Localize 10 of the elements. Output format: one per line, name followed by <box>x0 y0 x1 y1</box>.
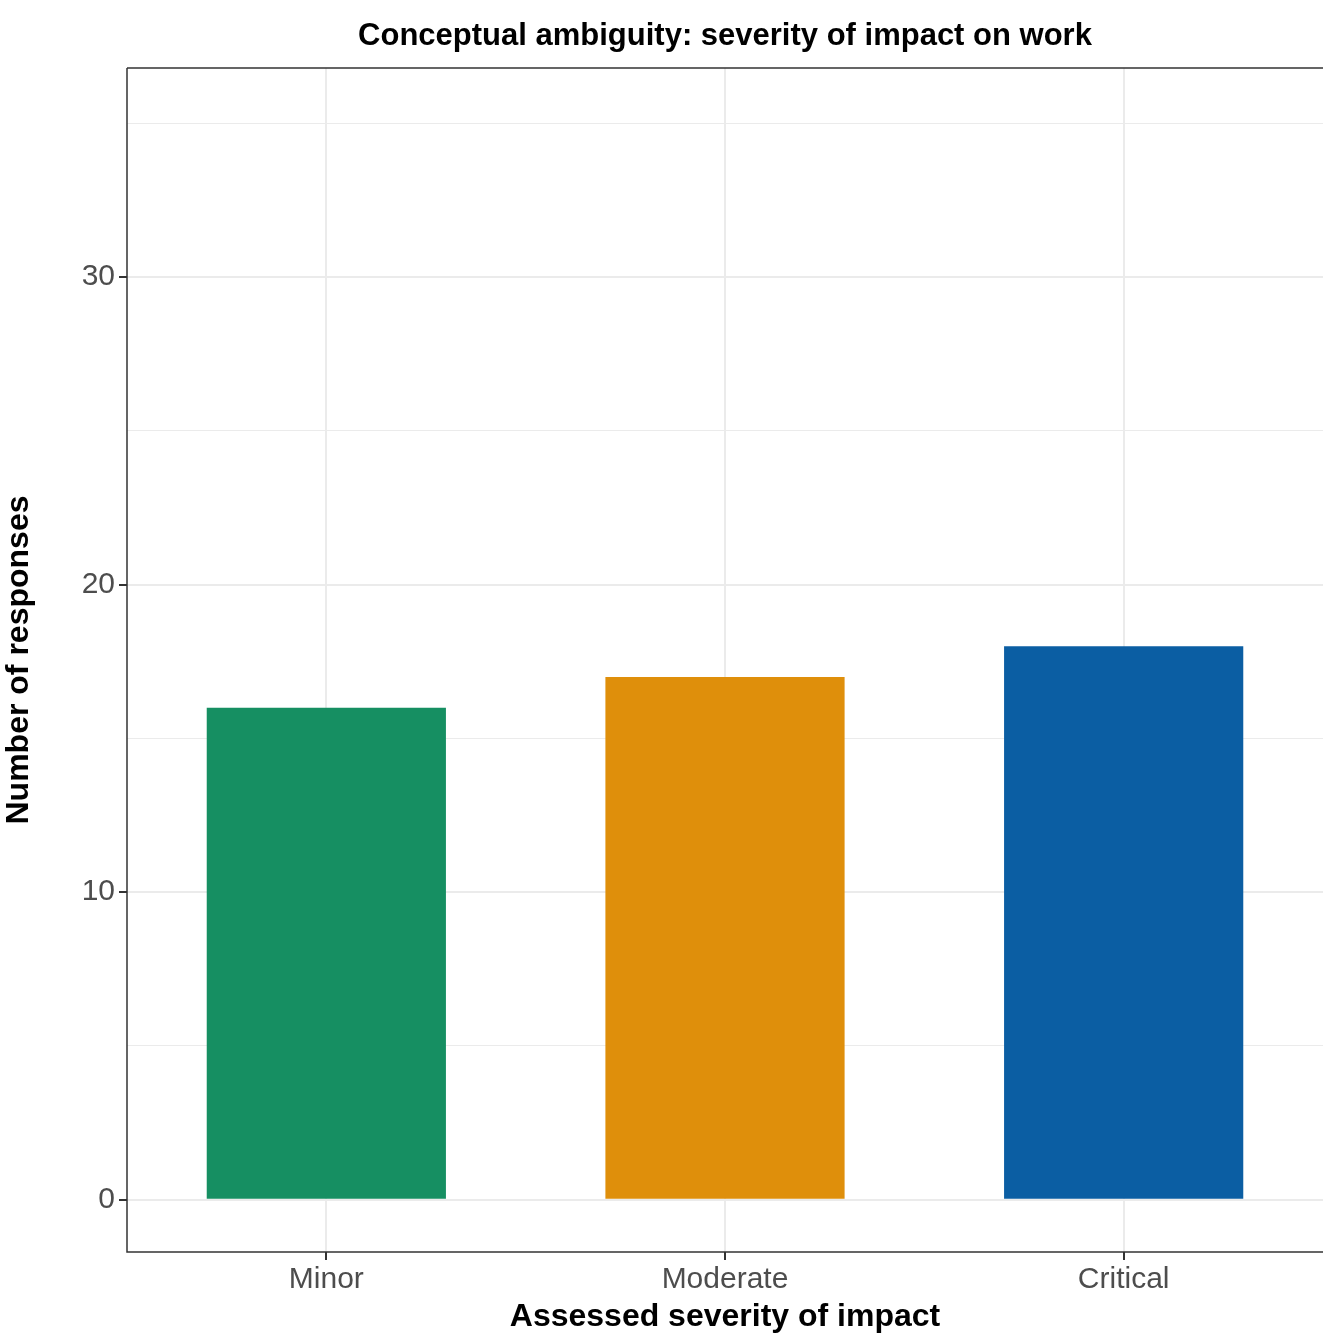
x-tick-label: Minor <box>288 1261 364 1295</box>
y-tick-label: 10 <box>81 873 115 907</box>
x-tick-label: Critical <box>1077 1261 1170 1295</box>
y-tick-label: 30 <box>81 258 115 292</box>
y-tick-label: 0 <box>98 1180 115 1214</box>
x-tick-label: Moderate <box>661 1261 789 1295</box>
y-tick-label: 20 <box>81 565 115 599</box>
y-axis-title: Number of responses <box>0 495 36 825</box>
x-axis-title: Assessed severity of impact <box>509 1296 941 1333</box>
chart-title: Conceptual ambiguity: severity of impact on work <box>358 16 1093 52</box>
